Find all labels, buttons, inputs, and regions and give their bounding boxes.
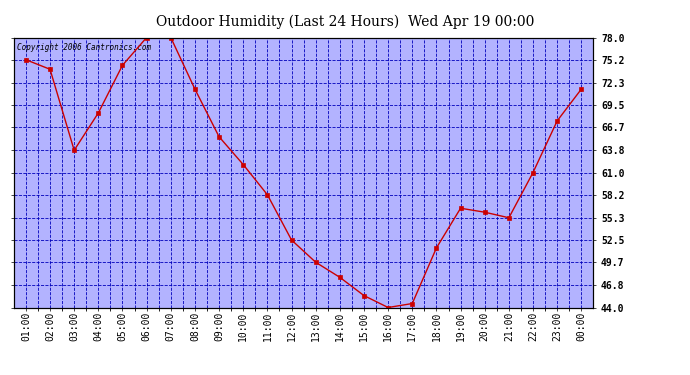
Text: Copyright 2006 Cantronics.com: Copyright 2006 Cantronics.com xyxy=(17,43,151,52)
Text: Outdoor Humidity (Last 24 Hours)  Wed Apr 19 00:00: Outdoor Humidity (Last 24 Hours) Wed Apr… xyxy=(156,15,534,29)
